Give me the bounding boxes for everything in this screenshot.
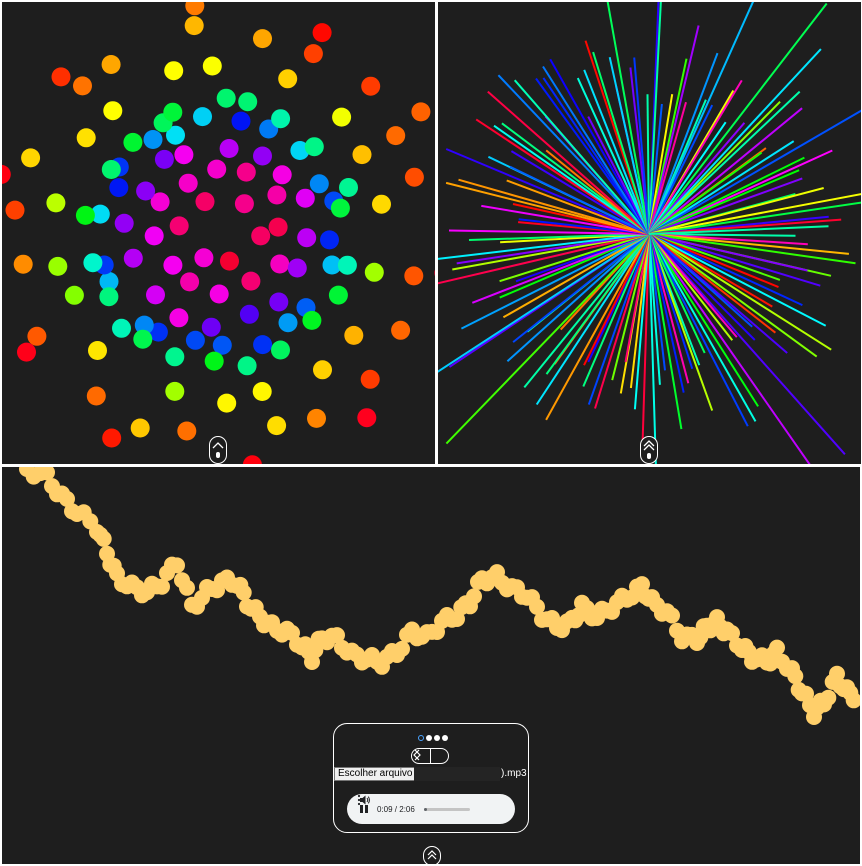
dots-visualizer-canvas [2,2,435,464]
double-chevron-up-icon [643,440,655,459]
carousel-dot[interactable] [426,735,432,741]
control-panel: Escolher arquivo ).mp3 0:09 / 2:06 [333,723,529,833]
audio-player: 0:09 / 2:06 [347,794,515,824]
volume-icon[interactable] [359,794,371,806]
panel-expand-button[interactable] [209,436,227,464]
choose-file-button[interactable]: Escolher arquivo [334,767,417,781]
double-chevron-up-icon [427,850,437,860]
dots-visualizer-panel [2,2,435,464]
panel-expand-button[interactable] [640,436,658,464]
file-name-field [414,767,500,781]
file-input-row: Escolher arquivo ).mp3 [334,767,530,781]
waveform-visualizer-panel: Escolher arquivo ).mp3 0:09 / 2:06 [2,467,860,864]
starburst-visualizer-panel [438,2,861,464]
waveform-visualizer-canvas [19,467,860,725]
audio-time: 0:09 / 2:06 [377,804,415,814]
chevron-right-icon [414,749,421,761]
seek-bar[interactable] [423,807,470,811]
panel-expand-button[interactable] [423,846,441,864]
next-button[interactable] [414,749,449,763]
file-extension-label: ).mp3 [501,768,527,779]
chevron-up-icon [212,442,224,458]
carousel-dot[interactable] [442,735,448,741]
pause-icon[interactable] [357,802,371,816]
carousel-dots [418,735,448,741]
carousel-dot[interactable] [434,735,440,741]
more-vert-icon[interactable] [355,794,363,806]
seek-bar-fill [423,807,428,811]
carousel-nav [411,748,449,764]
starburst-visualizer-canvas [438,2,861,464]
carousel-dot[interactable] [418,735,424,741]
